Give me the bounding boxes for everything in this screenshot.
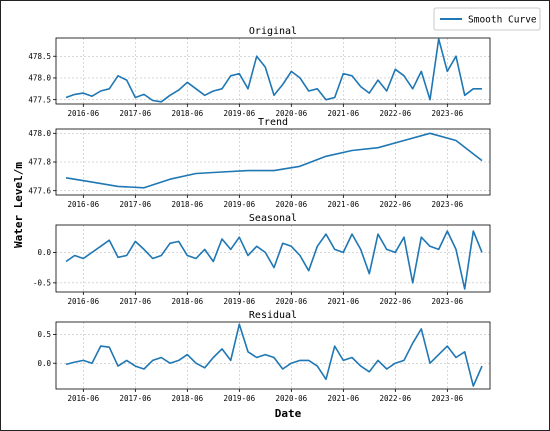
x-tick-label: 2021-06	[328, 109, 360, 118]
panels: 2016-06 2017-06 2018-06 2019-06 2020-06 2021-…	[28, 26, 491, 403]
x-tick-label: 2021-06	[328, 394, 360, 403]
y-tick-label: -0.5	[33, 278, 51, 287]
x-tick-label: 2023-06	[432, 200, 464, 209]
x-tick-label: 2021-06	[328, 297, 360, 306]
legend-label: Smooth Curve	[468, 15, 537, 26]
y-tick-label: 477.5	[28, 95, 51, 104]
x-tick-label: 2022-06	[380, 109, 412, 118]
x-tick-label: 2017-06	[120, 394, 152, 403]
x-tick-label: 2023-06	[432, 297, 464, 306]
x-tick-label: 2016-06	[68, 109, 100, 118]
x-tick-label: 2017-06	[120, 109, 152, 118]
panel-title: Residual	[249, 310, 297, 321]
x-tick-label: 2016-06	[68, 394, 100, 403]
y-tick-label: 477.6	[28, 186, 51, 195]
x-tick-label: 2018-06	[172, 394, 204, 403]
panel-title: Trend	[258, 117, 288, 128]
panel-seasonal: 2016-06 2017-06 2018-06 2019-06 2020-06 2021-…	[33, 213, 491, 306]
x-tick-label: 2023-06	[432, 394, 464, 403]
y-tick-label: 0.0	[37, 248, 51, 257]
x-tick-label: 2023-06	[432, 109, 464, 118]
panel-residual: 2016-06 2017-06 2018-06 2019-06 2020-06 2021-…	[37, 310, 491, 403]
x-tick-label: 2018-06	[172, 200, 204, 209]
x-tick-label: 2020-06	[276, 297, 308, 306]
y-tick-label: 477.8	[28, 158, 51, 167]
x-tick-label: 2022-06	[380, 297, 412, 306]
x-axis-title: Date	[275, 407, 302, 420]
x-tick-label: 2019-06	[224, 200, 256, 209]
series-line-original	[65, 38, 482, 103]
y-tick-label: 478.0	[28, 129, 51, 138]
x-tick-label: 2018-06	[172, 109, 204, 118]
x-tick-label: 2016-06	[68, 200, 100, 209]
plot-frame	[55, 321, 491, 390]
x-tick-label: 2017-06	[120, 297, 152, 306]
x-tick-label: 2019-06	[224, 394, 256, 403]
x-tick-label: 2016-06	[68, 297, 100, 306]
y-axis-title: Water Level/m	[12, 162, 25, 248]
legend[interactable]: Smooth Curve	[433, 7, 541, 31]
y-tick-label: 0.0	[37, 359, 51, 368]
x-tick-label: 2020-06	[276, 200, 308, 209]
legend-box	[433, 7, 541, 31]
plot-frame	[55, 224, 491, 293]
x-tick-label: 2021-06	[328, 200, 360, 209]
x-tick-label: 2020-06	[276, 109, 308, 118]
x-tick-label: 2022-06	[380, 200, 412, 209]
plot-frame	[55, 37, 491, 105]
x-tick-label: 2022-06	[380, 394, 412, 403]
panel-original: 2016-06 2017-06 2018-06 2019-06 2020-06 2021-…	[28, 26, 491, 118]
series-line-trend	[65, 132, 483, 189]
series-line-residual	[65, 323, 483, 387]
x-tick-label: 2020-06	[276, 394, 308, 403]
x-tick-label: 2018-06	[172, 297, 204, 306]
x-tick-label: 2019-06	[224, 109, 256, 118]
y-tick-label: 0.5	[37, 330, 51, 339]
y-tick-label: 478.0	[28, 74, 51, 83]
panel-title: Seasonal	[249, 213, 297, 224]
plot-frame	[55, 128, 491, 196]
panel-title: Original	[249, 26, 297, 37]
y-tick-label: 478.5	[28, 52, 51, 61]
x-tick-label: 2017-06	[120, 200, 152, 209]
x-tick-label: 2019-06	[224, 297, 256, 306]
series-line-seasonal	[65, 230, 483, 290]
panel-trend: 2016-06 2017-06 2018-06 2019-06 2020-06 2021-…	[28, 117, 491, 209]
